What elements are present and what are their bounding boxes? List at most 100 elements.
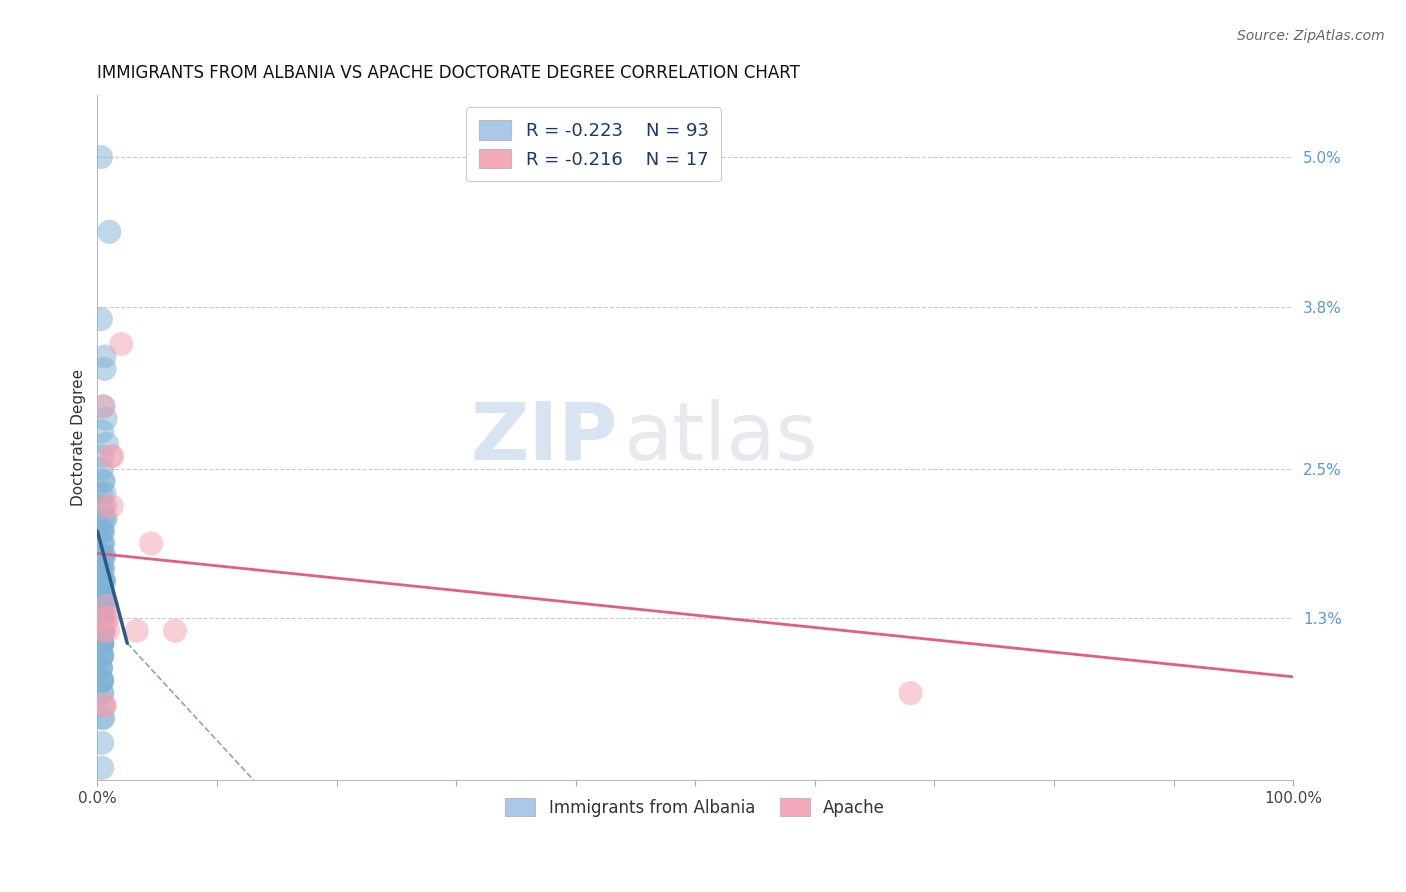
Point <box>91 648 114 663</box>
Point <box>91 599 114 613</box>
Point <box>91 524 114 538</box>
Point <box>94 611 117 625</box>
Point <box>91 611 114 625</box>
Point <box>91 673 114 688</box>
Point <box>91 624 114 638</box>
Point <box>91 586 114 600</box>
Point <box>91 624 114 638</box>
Y-axis label: Doctorate Degree: Doctorate Degree <box>72 369 86 506</box>
Point <box>94 499 117 513</box>
Point <box>91 474 114 488</box>
Point <box>91 536 114 550</box>
Point <box>91 574 114 588</box>
Point <box>91 424 114 438</box>
Point <box>91 511 114 525</box>
Point <box>91 648 114 663</box>
Point <box>93 362 115 376</box>
Point <box>93 486 115 500</box>
Point <box>98 225 121 239</box>
Point <box>91 499 114 513</box>
Point <box>90 661 112 675</box>
Text: IMMIGRANTS FROM ALBANIA VS APACHE DOCTORATE DEGREE CORRELATION CHART: IMMIGRANTS FROM ALBANIA VS APACHE DOCTOR… <box>97 64 800 82</box>
Point <box>91 636 114 650</box>
Point <box>91 549 114 563</box>
Point <box>90 312 112 326</box>
Point <box>90 661 112 675</box>
Point <box>91 449 114 463</box>
Point <box>91 574 114 588</box>
Point <box>91 536 114 550</box>
Point <box>91 648 114 663</box>
Point <box>91 711 114 725</box>
Point <box>91 624 114 638</box>
Point <box>93 574 115 588</box>
Point <box>91 636 114 650</box>
Point <box>93 549 115 563</box>
Legend: Immigrants from Albania, Apache: Immigrants from Albania, Apache <box>499 791 891 823</box>
Point <box>91 524 114 538</box>
Point <box>91 549 114 563</box>
Point <box>94 412 117 426</box>
Point <box>91 636 114 650</box>
Point <box>91 611 114 625</box>
Point <box>91 561 114 575</box>
Point <box>90 624 112 638</box>
Point <box>90 661 112 675</box>
Point <box>90 561 112 575</box>
Point <box>91 673 114 688</box>
Point <box>90 524 112 538</box>
Point <box>91 561 114 575</box>
Point <box>91 636 114 650</box>
Point <box>91 711 114 725</box>
Point <box>91 524 114 538</box>
Point <box>91 686 114 700</box>
Point <box>96 436 118 450</box>
Text: atlas: atlas <box>623 399 818 476</box>
Point <box>91 599 114 613</box>
Point <box>91 624 114 638</box>
Point <box>91 611 114 625</box>
Point <box>91 499 114 513</box>
Point <box>165 624 187 638</box>
Point <box>93 624 115 638</box>
Point <box>91 599 114 613</box>
Point <box>93 698 115 713</box>
Point <box>91 400 114 414</box>
Point <box>91 761 114 775</box>
Point <box>91 461 114 475</box>
Point <box>91 611 114 625</box>
Point <box>100 499 122 513</box>
Point <box>91 400 114 414</box>
Point <box>91 586 114 600</box>
Point <box>93 350 115 364</box>
Point <box>90 648 112 663</box>
Point <box>91 611 114 625</box>
Text: ZIP: ZIP <box>470 399 617 476</box>
Point <box>91 549 114 563</box>
Point <box>91 698 114 713</box>
Point <box>91 636 114 650</box>
Point <box>141 536 163 550</box>
Point <box>900 686 922 700</box>
Point <box>90 624 112 638</box>
Point <box>91 736 114 750</box>
Point <box>91 611 114 625</box>
Point <box>94 511 117 525</box>
Point <box>90 673 112 688</box>
Point <box>91 599 114 613</box>
Point <box>91 624 114 638</box>
Point <box>93 511 115 525</box>
Point <box>97 624 120 638</box>
Point <box>91 474 114 488</box>
Point <box>97 611 120 625</box>
Point <box>91 586 114 600</box>
Point <box>96 599 118 613</box>
Point <box>91 574 114 588</box>
Point <box>93 698 115 713</box>
Point <box>91 599 114 613</box>
Point <box>110 337 132 351</box>
Point <box>91 599 114 613</box>
Point <box>91 611 114 625</box>
Point <box>100 449 122 463</box>
Point <box>91 574 114 588</box>
